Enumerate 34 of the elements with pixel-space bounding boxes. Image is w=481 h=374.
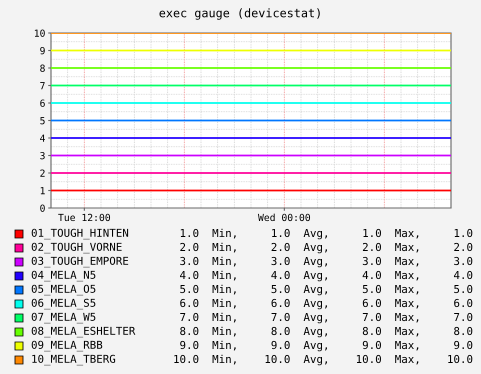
- text: 7.0 Min, 7.0 Avg, 7.0 Max, 7.0: [180, 312, 472, 324]
- text: 2.0 Min, 2.0 Avg, 2.0 Max, 2.0: [180, 242, 472, 254]
- text: 4.0 Min, 4.0 Avg, 4.0 Max, 4.0: [180, 270, 472, 282]
- y-tick-label: 4: [40, 134, 45, 142]
- legend-label: 03_TOUGH_EMPORE: [32, 256, 128, 268]
- text: 10.0 Min, 10.0 Avg, 10.0 Max, 10.0: [174, 354, 472, 366]
- y-tick-label: 9: [40, 47, 45, 54]
- chart-title: exec gauge (devicestat): [159, 8, 320, 20]
- legend-label: 10_MELA_TBERG: [32, 354, 116, 366]
- text: 6.0 Min, 6.0 Avg, 6.0 Max, 6.0: [180, 298, 472, 310]
- y-tick-label: 6: [40, 100, 45, 107]
- y-tick-label: 1: [40, 187, 45, 194]
- text: 5.0 Min, 5.0 Avg, 5.0 Max, 5.0: [180, 284, 472, 296]
- text: 1.0 Min, 1.0 Avg, 1.0 Max, 1.0: [180, 228, 472, 240]
- x-tick-label: Wed 00:00: [258, 214, 310, 222]
- y-tick-label: 8: [40, 64, 45, 72]
- y-tick-label: 0: [40, 204, 45, 212]
- y-tick-label: 7: [40, 82, 45, 90]
- y-tick-label: 2: [40, 170, 45, 177]
- legend-label: 02_TOUGH_VORNE: [32, 242, 122, 254]
- x-tick-label: Tue 12:00: [58, 214, 110, 222]
- legend-label: 08_MELA_ESHELTER: [32, 326, 136, 338]
- legend-label: 04_MELA_N5: [32, 270, 96, 282]
- legend-label: 01_TOUGH_HINTEN: [32, 228, 128, 240]
- y-tick-label: 5: [40, 117, 45, 124]
- y-tick-label: 10: [34, 30, 45, 37]
- legend-label: 09_MELA_RBB: [32, 340, 102, 352]
- text: 9.0 Min, 9.0 Avg, 9.0 Max, 9.0: [180, 340, 472, 352]
- text: 3.0 Min, 3.0 Avg, 3.0 Max, 3.0: [180, 256, 472, 268]
- text: 8.0 Min, 8.0 Avg, 8.0 Max, 8.0: [180, 326, 472, 338]
- legend-label: 07_MELA_W5: [32, 312, 96, 324]
- legend-label: 06_MELA_S5: [32, 298, 96, 310]
- legend-label: 05_MELA_O5: [32, 284, 96, 296]
- y-tick-label: 3: [40, 152, 45, 160]
